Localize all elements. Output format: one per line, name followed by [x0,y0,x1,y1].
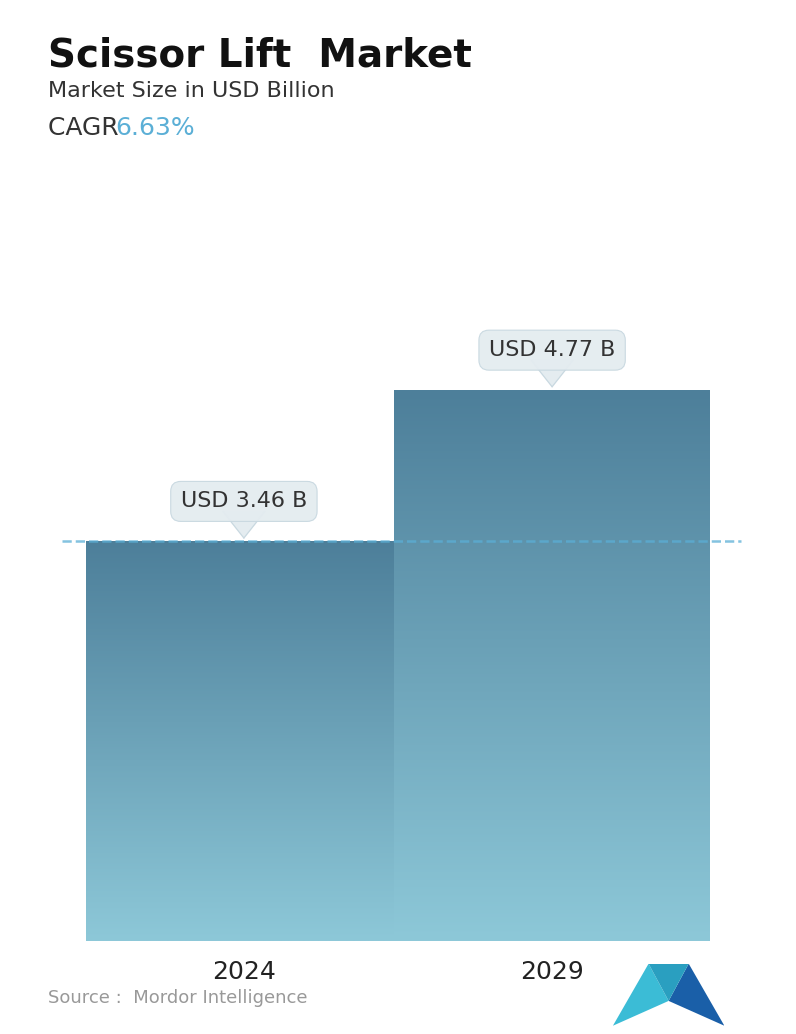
Text: USD 4.77 B: USD 4.77 B [489,340,615,360]
Text: 6.63%: 6.63% [115,116,195,140]
Text: CAGR: CAGR [48,116,135,140]
Polygon shape [649,964,689,1001]
Text: Market Size in USD Billion: Market Size in USD Billion [48,81,334,100]
Text: Source :  Mordor Intelligence: Source : Mordor Intelligence [48,990,307,1007]
Text: USD 3.46 B: USD 3.46 B [181,491,307,512]
Polygon shape [613,964,669,1026]
Polygon shape [669,964,724,1026]
Polygon shape [223,512,265,538]
Text: Scissor Lift  Market: Scissor Lift Market [48,36,472,74]
Polygon shape [531,360,573,387]
